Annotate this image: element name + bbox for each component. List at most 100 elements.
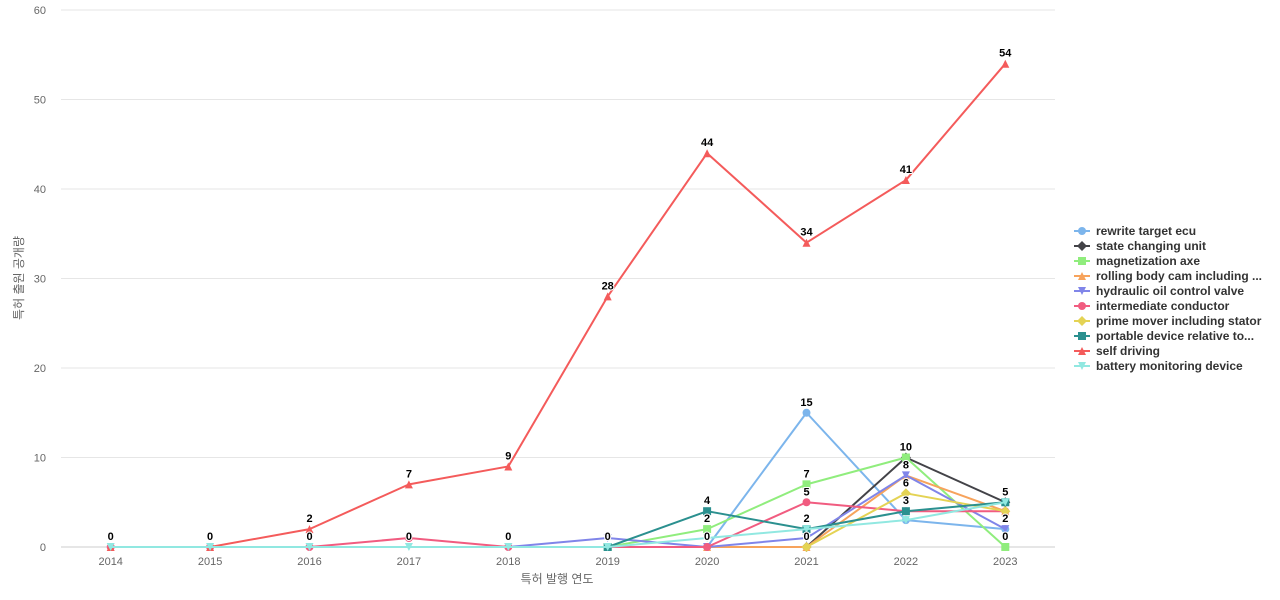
data-label: 0	[505, 531, 511, 543]
data-label: 2	[704, 513, 710, 525]
series-point	[802, 498, 811, 507]
series-line	[110, 63, 1007, 548]
series-point	[1001, 543, 1010, 551]
series-point	[901, 453, 910, 462]
data-label: 7	[406, 468, 412, 480]
legend-label: rolling body cam including ...	[1096, 268, 1263, 283]
series-point	[801, 542, 812, 552]
series-point	[802, 480, 811, 489]
legend-marker-icon	[1074, 331, 1090, 340]
series-point	[703, 534, 712, 543]
x-tick-label: 2023	[993, 556, 1017, 568]
series-point	[802, 534, 811, 543]
legend-label: magnetization axe	[1096, 253, 1201, 268]
series-group	[106, 59, 1010, 551]
series-lines	[106, 59, 1011, 552]
data-label: 0	[108, 531, 114, 543]
y-tick-label: 20	[34, 363, 46, 375]
series-point	[1000, 506, 1011, 517]
series-point	[703, 149, 712, 158]
data-label: 0	[605, 531, 611, 543]
legend-marker-icon	[1074, 315, 1090, 326]
y-tick-label: 40	[34, 184, 46, 196]
series-point	[901, 507, 910, 516]
legend-item[interactable]: state changing unit	[1074, 238, 1262, 253]
series-point	[106, 543, 115, 551]
legend-item[interactable]: self driving	[1074, 343, 1262, 358]
legend-item[interactable]: rolling body cam including ...	[1074, 268, 1262, 283]
series-point	[603, 292, 612, 301]
series-point	[901, 516, 910, 525]
series-point	[802, 408, 811, 417]
y-axis-title: 특허 출원 공개량	[12, 236, 26, 320]
data-label: 10	[900, 442, 912, 454]
legend-label: prime mover including stator	[1096, 313, 1262, 328]
series-point	[1001, 498, 1010, 507]
series-point	[1001, 59, 1010, 68]
series-point	[305, 543, 314, 551]
x-tick-label: 2022	[894, 556, 918, 568]
series-point	[901, 471, 910, 480]
data-label: 34	[800, 227, 813, 239]
legend-item[interactable]: hydraulic oil control valve	[1074, 283, 1262, 298]
data-label: 3	[903, 495, 909, 507]
y-tick-label: 0	[40, 542, 46, 554]
legend-item[interactable]: rewrite target ecu	[1074, 223, 1262, 238]
series-line	[707, 474, 1006, 548]
legend-marker-icon	[1074, 346, 1090, 355]
data-label: 0	[207, 531, 213, 543]
series-point	[1001, 525, 1010, 534]
legend-marker-icon	[1074, 256, 1090, 265]
legend-marker	[1078, 256, 1086, 265]
x-tick-label: 2017	[397, 556, 421, 568]
data-label: 9	[505, 450, 511, 462]
x-tick-label: 2019	[595, 556, 619, 568]
legend-item[interactable]: magnetization axe	[1074, 253, 1262, 268]
legend-marker	[1078, 301, 1086, 310]
legend-marker-icon	[1074, 301, 1090, 310]
data-label: 5	[1002, 486, 1008, 498]
series-point	[504, 543, 513, 551]
data-label: 0	[406, 531, 412, 543]
legend-marker-icon	[1074, 286, 1090, 295]
legend-item[interactable]: prime mover including stator	[1074, 313, 1262, 328]
series-point	[603, 543, 612, 551]
series-point	[900, 488, 911, 499]
gridlines	[61, 9, 1055, 548]
legend-marker	[1078, 331, 1086, 340]
legend-marker-icon	[1074, 271, 1090, 280]
legend-label: intermediate conductor	[1096, 298, 1230, 313]
legend-marker	[1078, 226, 1086, 235]
x-tick-label: 2014	[98, 556, 122, 568]
legend-label: self driving	[1096, 343, 1161, 358]
series-point	[802, 238, 811, 247]
data-label: 4	[704, 495, 711, 507]
data-label: 54	[999, 48, 1012, 60]
legend-item[interactable]: intermediate conductor	[1074, 298, 1262, 313]
series-point	[802, 525, 811, 534]
legend-item[interactable]: battery monitoring device	[1074, 358, 1262, 373]
data-label: 0	[306, 531, 312, 543]
legend-item[interactable]: portable device relative to...	[1074, 328, 1262, 343]
series-point	[901, 176, 910, 185]
series-point	[404, 534, 413, 543]
data-label: 15	[800, 397, 812, 409]
legend-marker	[1078, 286, 1086, 295]
data-label: 44	[701, 137, 714, 149]
legend-label: rewrite target ecu	[1096, 223, 1197, 238]
legend-marker-icon	[1074, 240, 1090, 251]
legend-marker	[1078, 361, 1086, 370]
series-point	[305, 525, 314, 534]
series-line	[706, 411, 1006, 548]
data-label: 0	[1002, 531, 1008, 543]
x-tick-label: 2020	[695, 556, 719, 568]
x-axis-title: 특허 발행 연도	[521, 571, 594, 586]
x-tick-label: 2018	[496, 556, 520, 568]
legend-label: battery monitoring device	[1096, 358, 1243, 373]
data-label: 7	[803, 468, 809, 480]
data-label: 0	[704, 531, 710, 543]
legend-marker	[1078, 271, 1086, 280]
y-tick-label: 30	[34, 274, 46, 286]
series-point	[603, 534, 612, 543]
series-point	[206, 543, 215, 551]
